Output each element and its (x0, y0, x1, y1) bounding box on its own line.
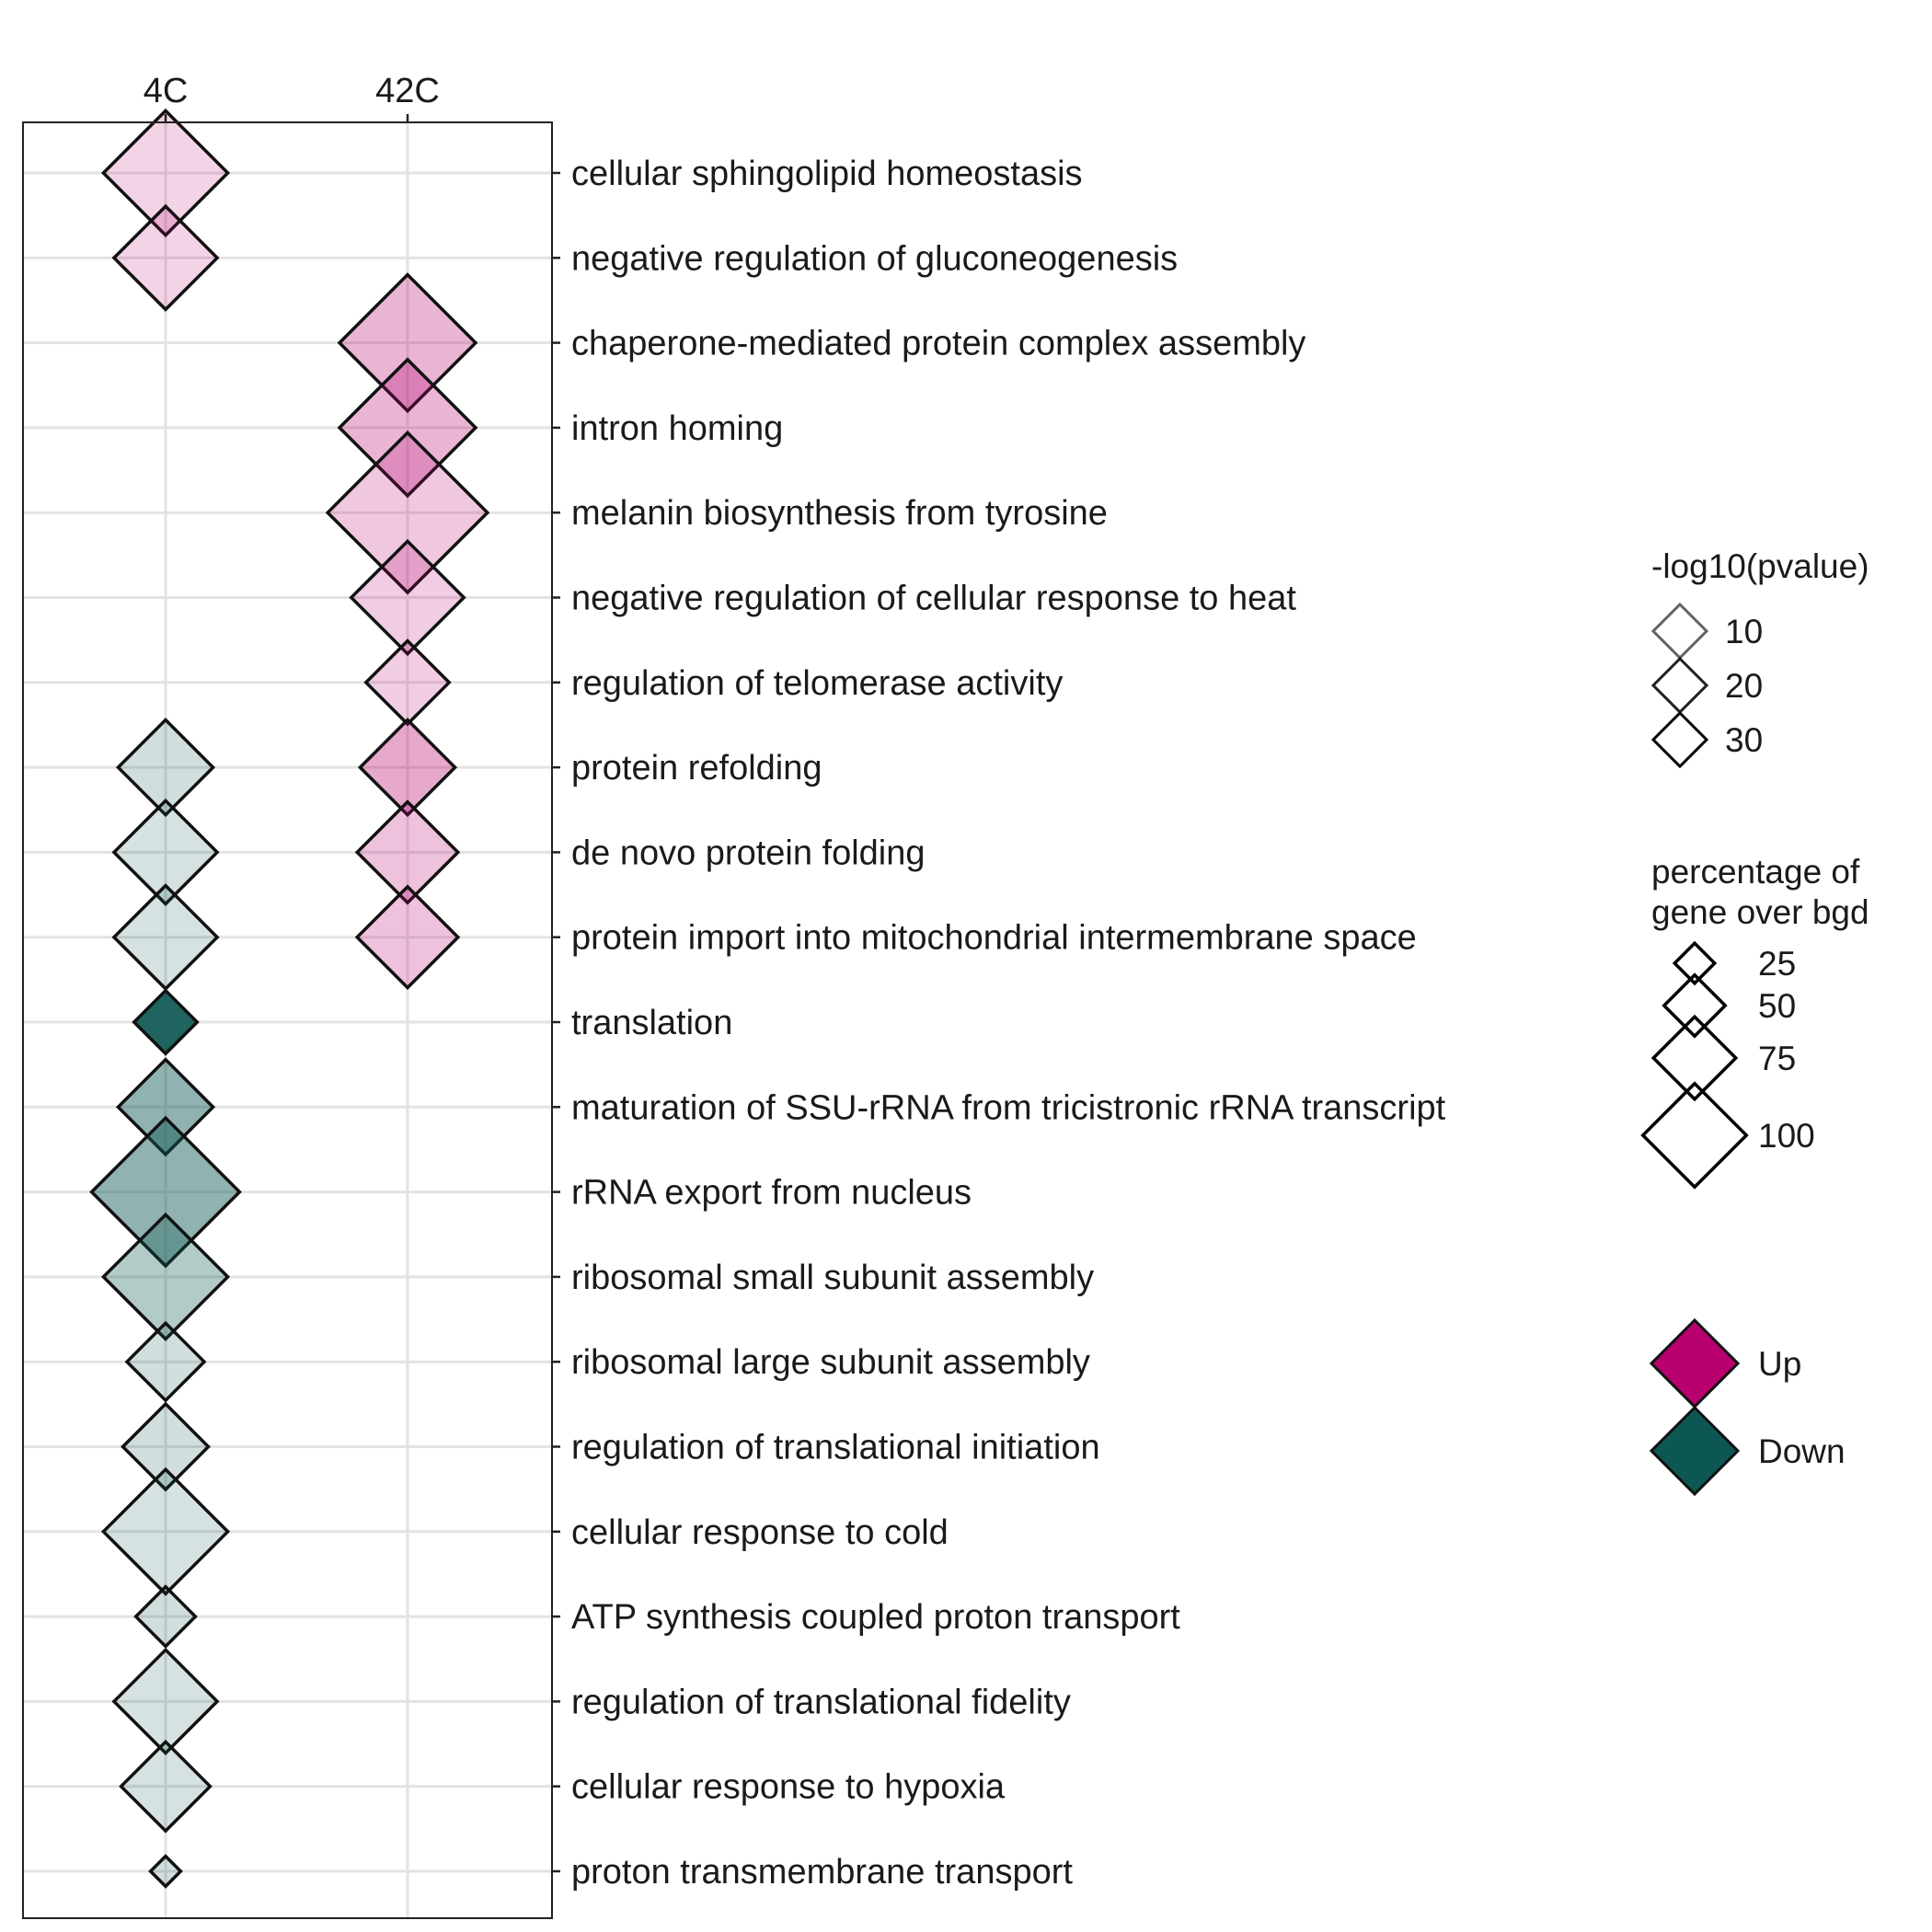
y-tick-label-melanin-biosynthesis-from-tyrosine: melanin biosynthesis from tyrosine (571, 494, 1108, 533)
x-tick-label-42c: 42C (375, 72, 440, 110)
point-4c-ribosomal-large-subunit-assembly (124, 1320, 207, 1403)
y-tick-label-regulation-of-translational-fidelity: regulation of translational fidelity (571, 1683, 1071, 1721)
x-axis-top: 4C 42C (144, 72, 440, 122)
point-4c-protein-refolding (115, 718, 216, 818)
y-tick-label-atp-synthesis-coupled-proton-transport: ATP synthesis coupled proton transport (571, 1598, 1180, 1637)
point-42c-intron-homing (337, 357, 478, 499)
y-tick-label-proton-transmembrane-transport: proton transmembrane transport (571, 1853, 1073, 1892)
point-4c-cellular-response-to-cold (100, 1466, 231, 1596)
legend-title-pvalue: -log10(pvalue) (1651, 547, 1869, 585)
legend-label-pvalue-20: 20 (1725, 667, 1763, 705)
point-4c-cellular-sphingolipid-homeostasis (100, 108, 231, 238)
legend-label-size-75: 75 (1758, 1040, 1796, 1077)
legend-label-size-25: 25 (1758, 945, 1796, 983)
legend-key-size-50 (1662, 972, 1728, 1039)
legend-key-size-25 (1672, 940, 1718, 986)
point-4c-de-novo-protein-folding (111, 798, 220, 906)
point-4c-atp-synthesis-coupled-proton-transport (133, 1584, 198, 1649)
point-4c-proton-transmembrane-transport (148, 1854, 183, 1889)
point-42c-chaperone-mediated-protein-complex-assembly (337, 272, 478, 414)
point-42c-negative-regulation-of-cellular-response-to-heat (349, 538, 466, 657)
legend-label-size-100: 100 (1758, 1117, 1815, 1155)
y-tick-label-translation: translation (571, 1004, 732, 1042)
point-4c-ribosomal-small-subunit-assembly (100, 1212, 231, 1341)
y-tick-label-chaperone-mediated-protein-complex-assembly: chaperone-mediated protein complex assem… (571, 325, 1305, 363)
data-points (89, 108, 490, 1889)
point-42c-melanin-biosynthesis-from-tyrosine (325, 430, 490, 595)
y-tick-label-intron-homing: intron homing (571, 409, 783, 448)
y-tick-label-cellular-response-to-cold: cellular response to cold (571, 1513, 949, 1552)
point-4c-translation (132, 988, 200, 1056)
point-4c-negative-regulation-of-gluconeogenesis (111, 203, 220, 312)
legend-key-down (1649, 1405, 1741, 1497)
y-tick-label-cellular-response-to-hypoxia: cellular response to hypoxia (571, 1768, 1006, 1807)
panel-border (22, 121, 553, 1919)
legend-key-pvalue-30 (1650, 710, 1709, 769)
y-tick-label-de-novo-protein-folding: de novo protein folding (571, 834, 926, 872)
legend-key-size-75 (1650, 1014, 1739, 1102)
y-axis-right: cellular sphingolipid homeostasis negativ… (552, 155, 1446, 1892)
legend-label-down: Down (1758, 1432, 1846, 1470)
y-tick-label-protein-refolding: protein refolding (571, 749, 822, 788)
point-42c-protein-refolding (357, 718, 458, 818)
y-tick-label-maturation-of-ssu-rrna-from-tricistronic-rrna-transcript: maturation of SSU-rRNA from tricistronic… (571, 1088, 1446, 1127)
legend-key-size-100 (1640, 1081, 1749, 1190)
x-tick-label-4c: 4C (144, 72, 189, 110)
y-tick-label-cellular-sphingolipid-homeostasis: cellular sphingolipid homeostasis (571, 155, 1083, 193)
point-42c-protein-import-into-mitochondrial-intermembrane-space (354, 884, 461, 990)
legend-label-pvalue-10: 10 (1725, 613, 1763, 650)
y-tick-label-regulation-of-telomerase-activity: regulation of telomerase activity (571, 664, 1063, 703)
legend-label-pvalue-30: 30 (1725, 721, 1763, 759)
point-4c-maturation-of-ssu-rrna-from-tricistronic-rrna-transcript (115, 1057, 216, 1157)
point-4c-cellular-response-to-hypoxia (119, 1739, 213, 1834)
y-tick-label-ribosomal-small-subunit-assembly: ribosomal small subunit assembly (571, 1259, 1094, 1297)
y-tick-label-rrna-export-from-nucleus: rRNA export from nucleus (571, 1174, 972, 1213)
point-42c-de-novo-protein-folding (354, 799, 461, 905)
point-4c-regulation-of-translational-initiation (121, 1401, 211, 1492)
legend-title-size-line-2: gene over bgd (1651, 893, 1869, 931)
y-tick-label-ribosomal-large-subunit-assembly: ribosomal large subunit assembly (571, 1343, 1090, 1382)
legend-label-up: Up (1758, 1345, 1801, 1383)
y-tick-label-negative-regulation-of-cellular-response-to-heat: negative regulation of cellular response… (571, 580, 1296, 618)
y-tick-label-negative-regulation-of-gluconeogenesis: negative regulation of gluconeogenesis (571, 239, 1178, 278)
y-tick-label-regulation-of-translational-initiation: regulation of translational initiation (571, 1429, 1100, 1467)
point-4c-regulation-of-translational-fidelity (111, 1647, 220, 1755)
point-42c-regulation-of-telomerase-activity (363, 638, 452, 727)
point-4c-rrna-export-from-nucleus (89, 1115, 242, 1269)
y-tick-label-protein-import-into-mitochondrial-intermembrane-space: protein import into mitochondrial interm… (571, 919, 1417, 958)
legend-label-size-50: 50 (1758, 987, 1796, 1025)
legend-title-size-line-1: percentage of (1651, 853, 1860, 891)
